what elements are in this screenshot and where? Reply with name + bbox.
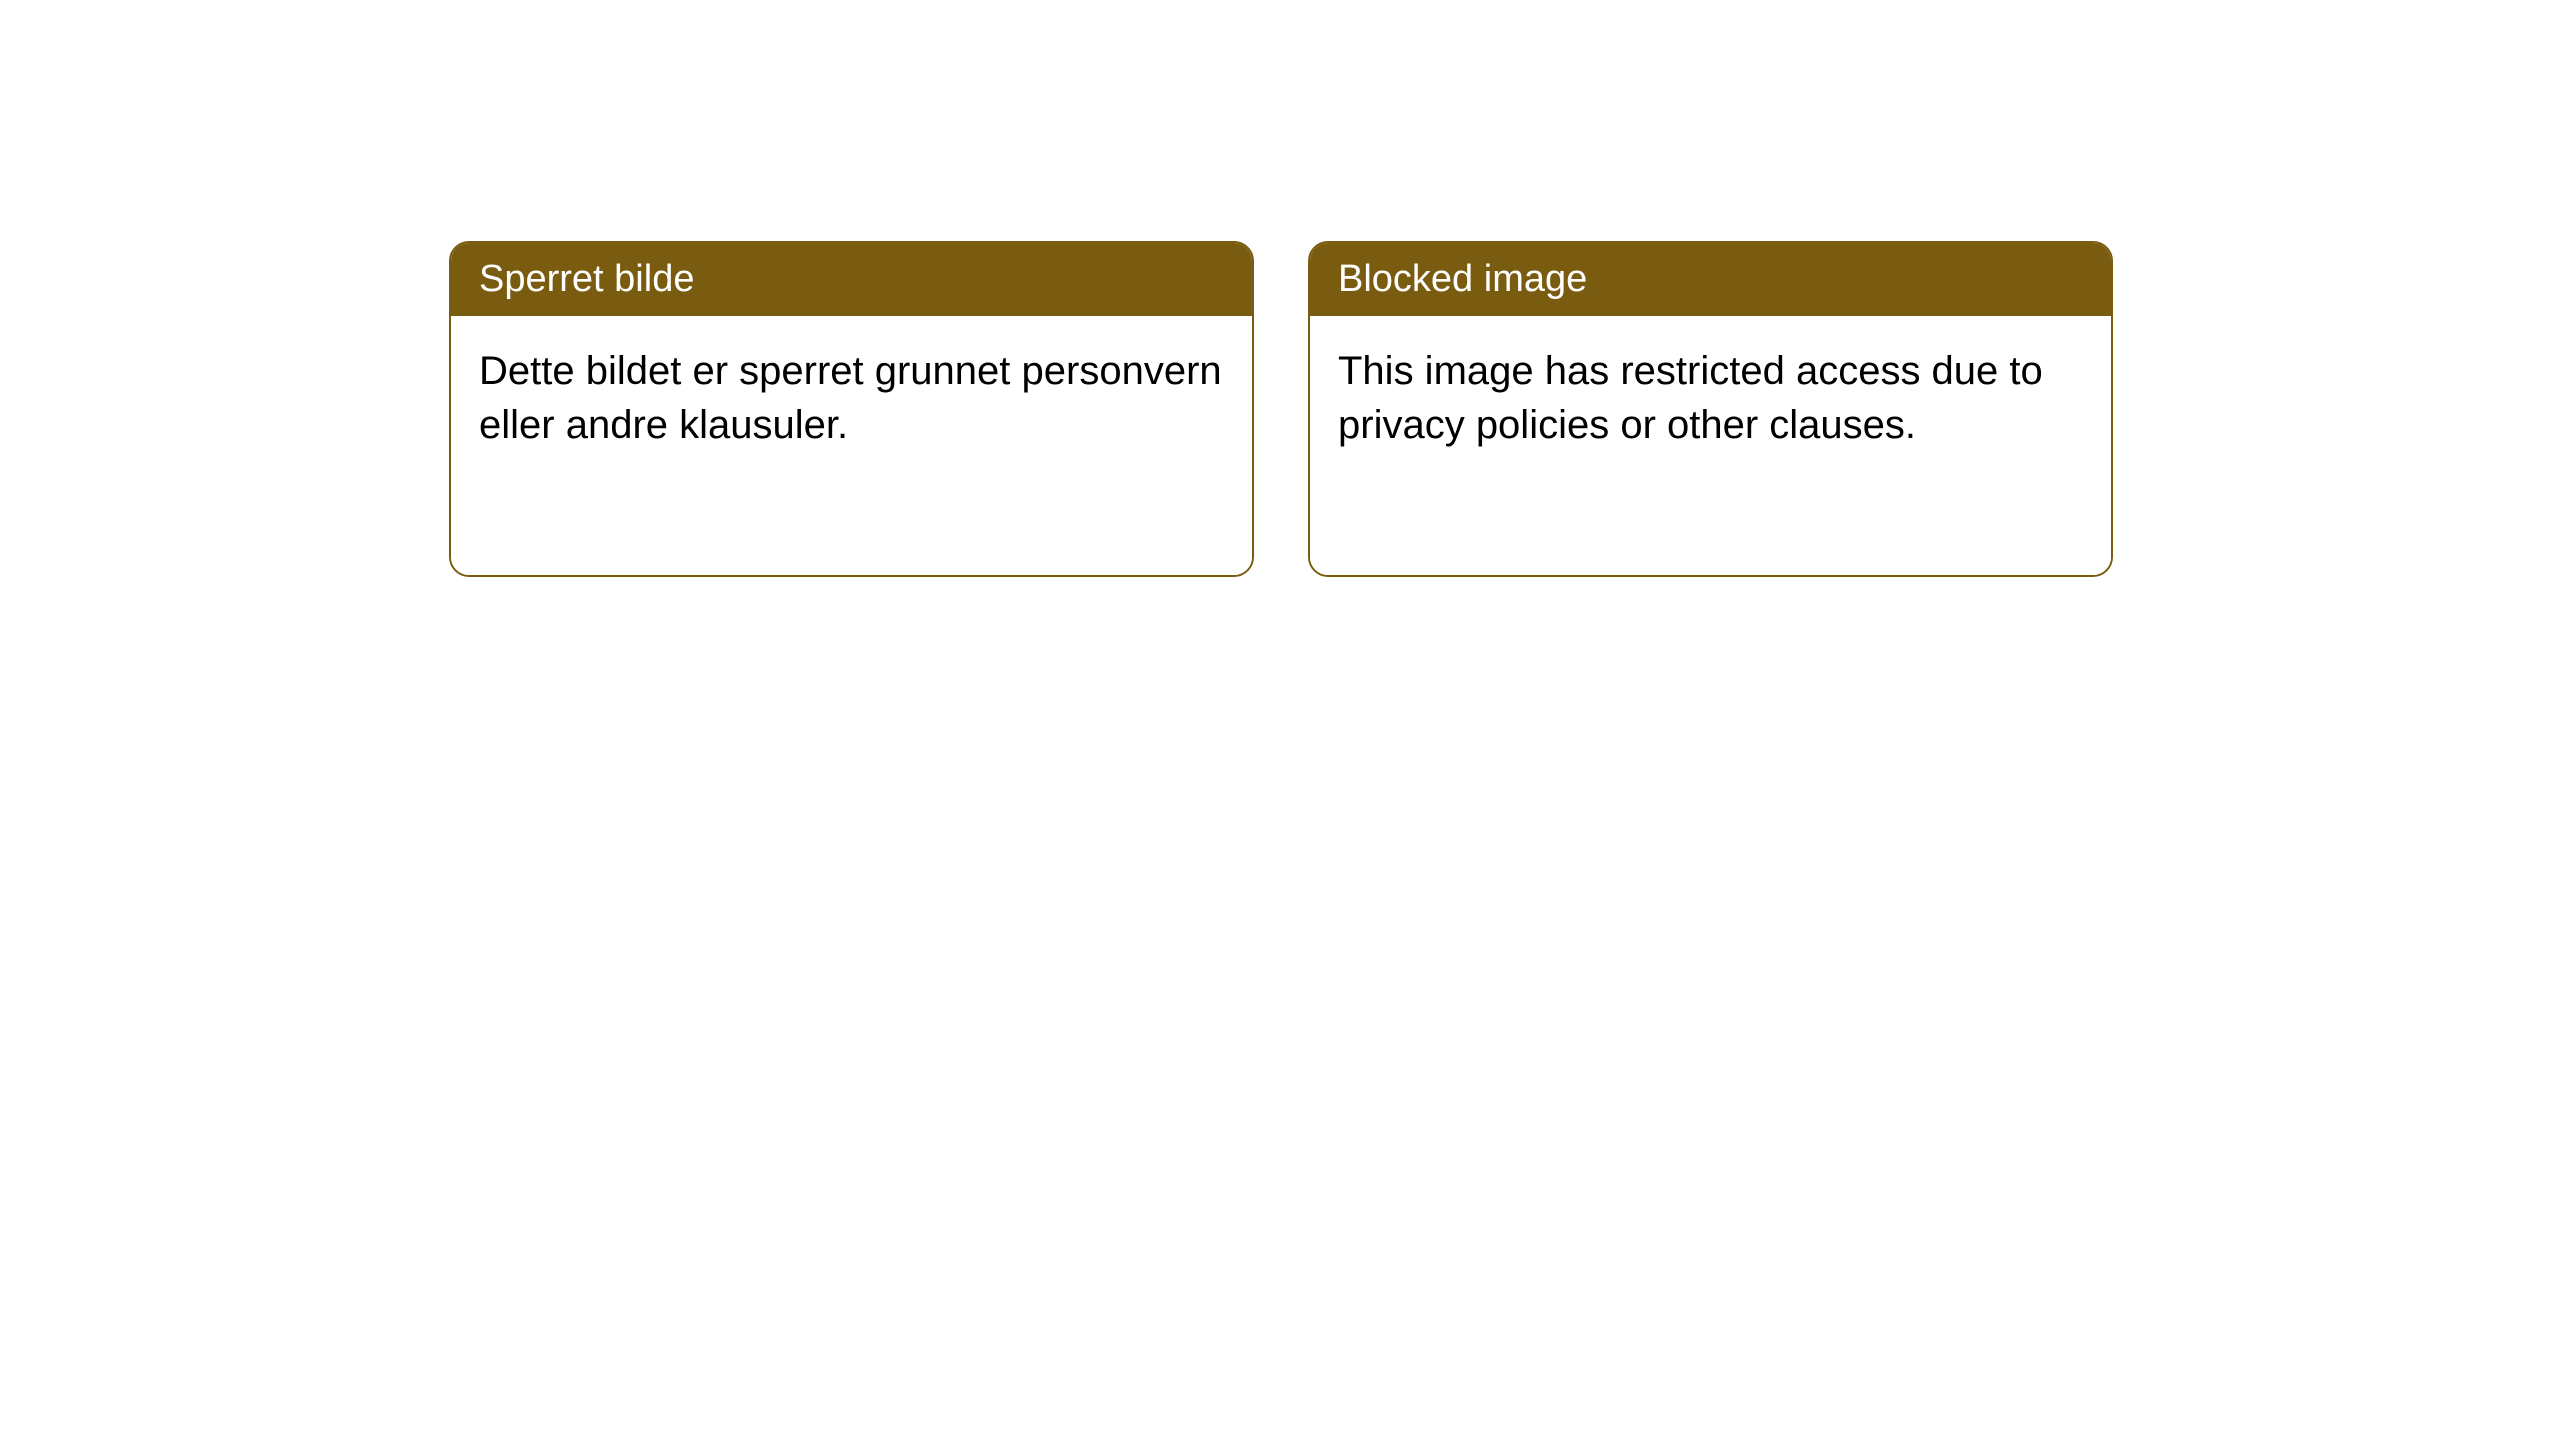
card-header-norwegian: Sperret bilde [451,243,1252,316]
card-header-english: Blocked image [1310,243,2111,316]
notice-card-norwegian: Sperret bilde Dette bildet er sperret gr… [449,241,1254,577]
notice-card-english: Blocked image This image has restricted … [1308,241,2113,577]
card-body-english: This image has restricted access due to … [1310,316,2111,575]
card-body-norwegian: Dette bildet er sperret grunnet personve… [451,316,1252,575]
notice-cards-container: Sperret bilde Dette bildet er sperret gr… [449,241,2113,577]
